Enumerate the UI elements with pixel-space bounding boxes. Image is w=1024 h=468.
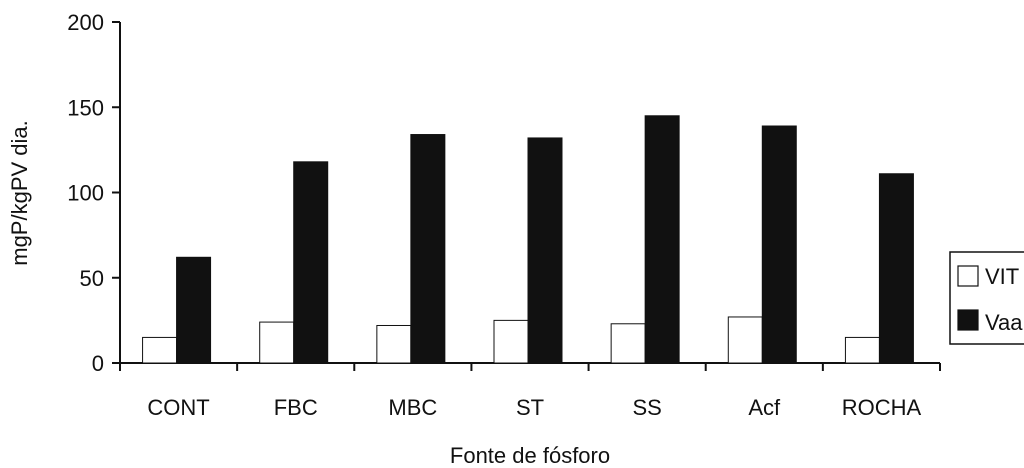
bar-vit-fbc [259,321,295,364]
x-tick-label: CONT [147,395,209,420]
bar-vit-cont [142,336,178,364]
bar-vaa-ss [644,115,680,364]
bar-vaa-st [527,137,563,364]
y-axis-title: mgP/kgPV dia. [7,120,32,266]
legend-swatch-vit [957,265,979,287]
y-tick-label: 100 [67,181,104,206]
x-tick-label: MBC [388,395,437,420]
bar-vit-ss [610,323,646,364]
y-tick-label: 0 [92,351,104,376]
bar-vit-st [493,319,529,364]
x-axis: CONT FBC MBC ST SS Acf ROCHA [119,362,941,420]
x-axis-title: Fonte de fósforo [450,443,610,468]
legend: VIT Vaa [949,251,1024,345]
x-tick-label: Acf [748,395,781,420]
bar-vit-mbc [376,324,412,364]
bar-vit-acf [727,316,763,364]
bar-vaa-rocha [878,173,914,364]
legend-label-vit: VIT [985,264,1019,289]
bar-vaa-mbc [410,134,446,364]
bar-vaa-fbc [293,161,329,364]
y-axis: 0 50 100 150 200 [67,10,121,376]
bar-vaa-cont [176,256,212,364]
x-tick-label: SS [632,395,661,420]
y-tick-label: 50 [80,266,104,291]
y-tick-label: 200 [67,10,104,35]
x-tick-label: FBC [274,395,318,420]
x-tick-label: ST [516,395,544,420]
x-tick-label: ROCHA [842,395,922,420]
legend-swatch-vaa [957,309,979,331]
legend-label-vaa: Vaa [985,310,1023,335]
bar-vit-rocha [844,336,880,364]
bars-group [142,115,914,364]
y-tick-label: 150 [67,95,104,120]
bar-vaa-acf [761,125,797,364]
